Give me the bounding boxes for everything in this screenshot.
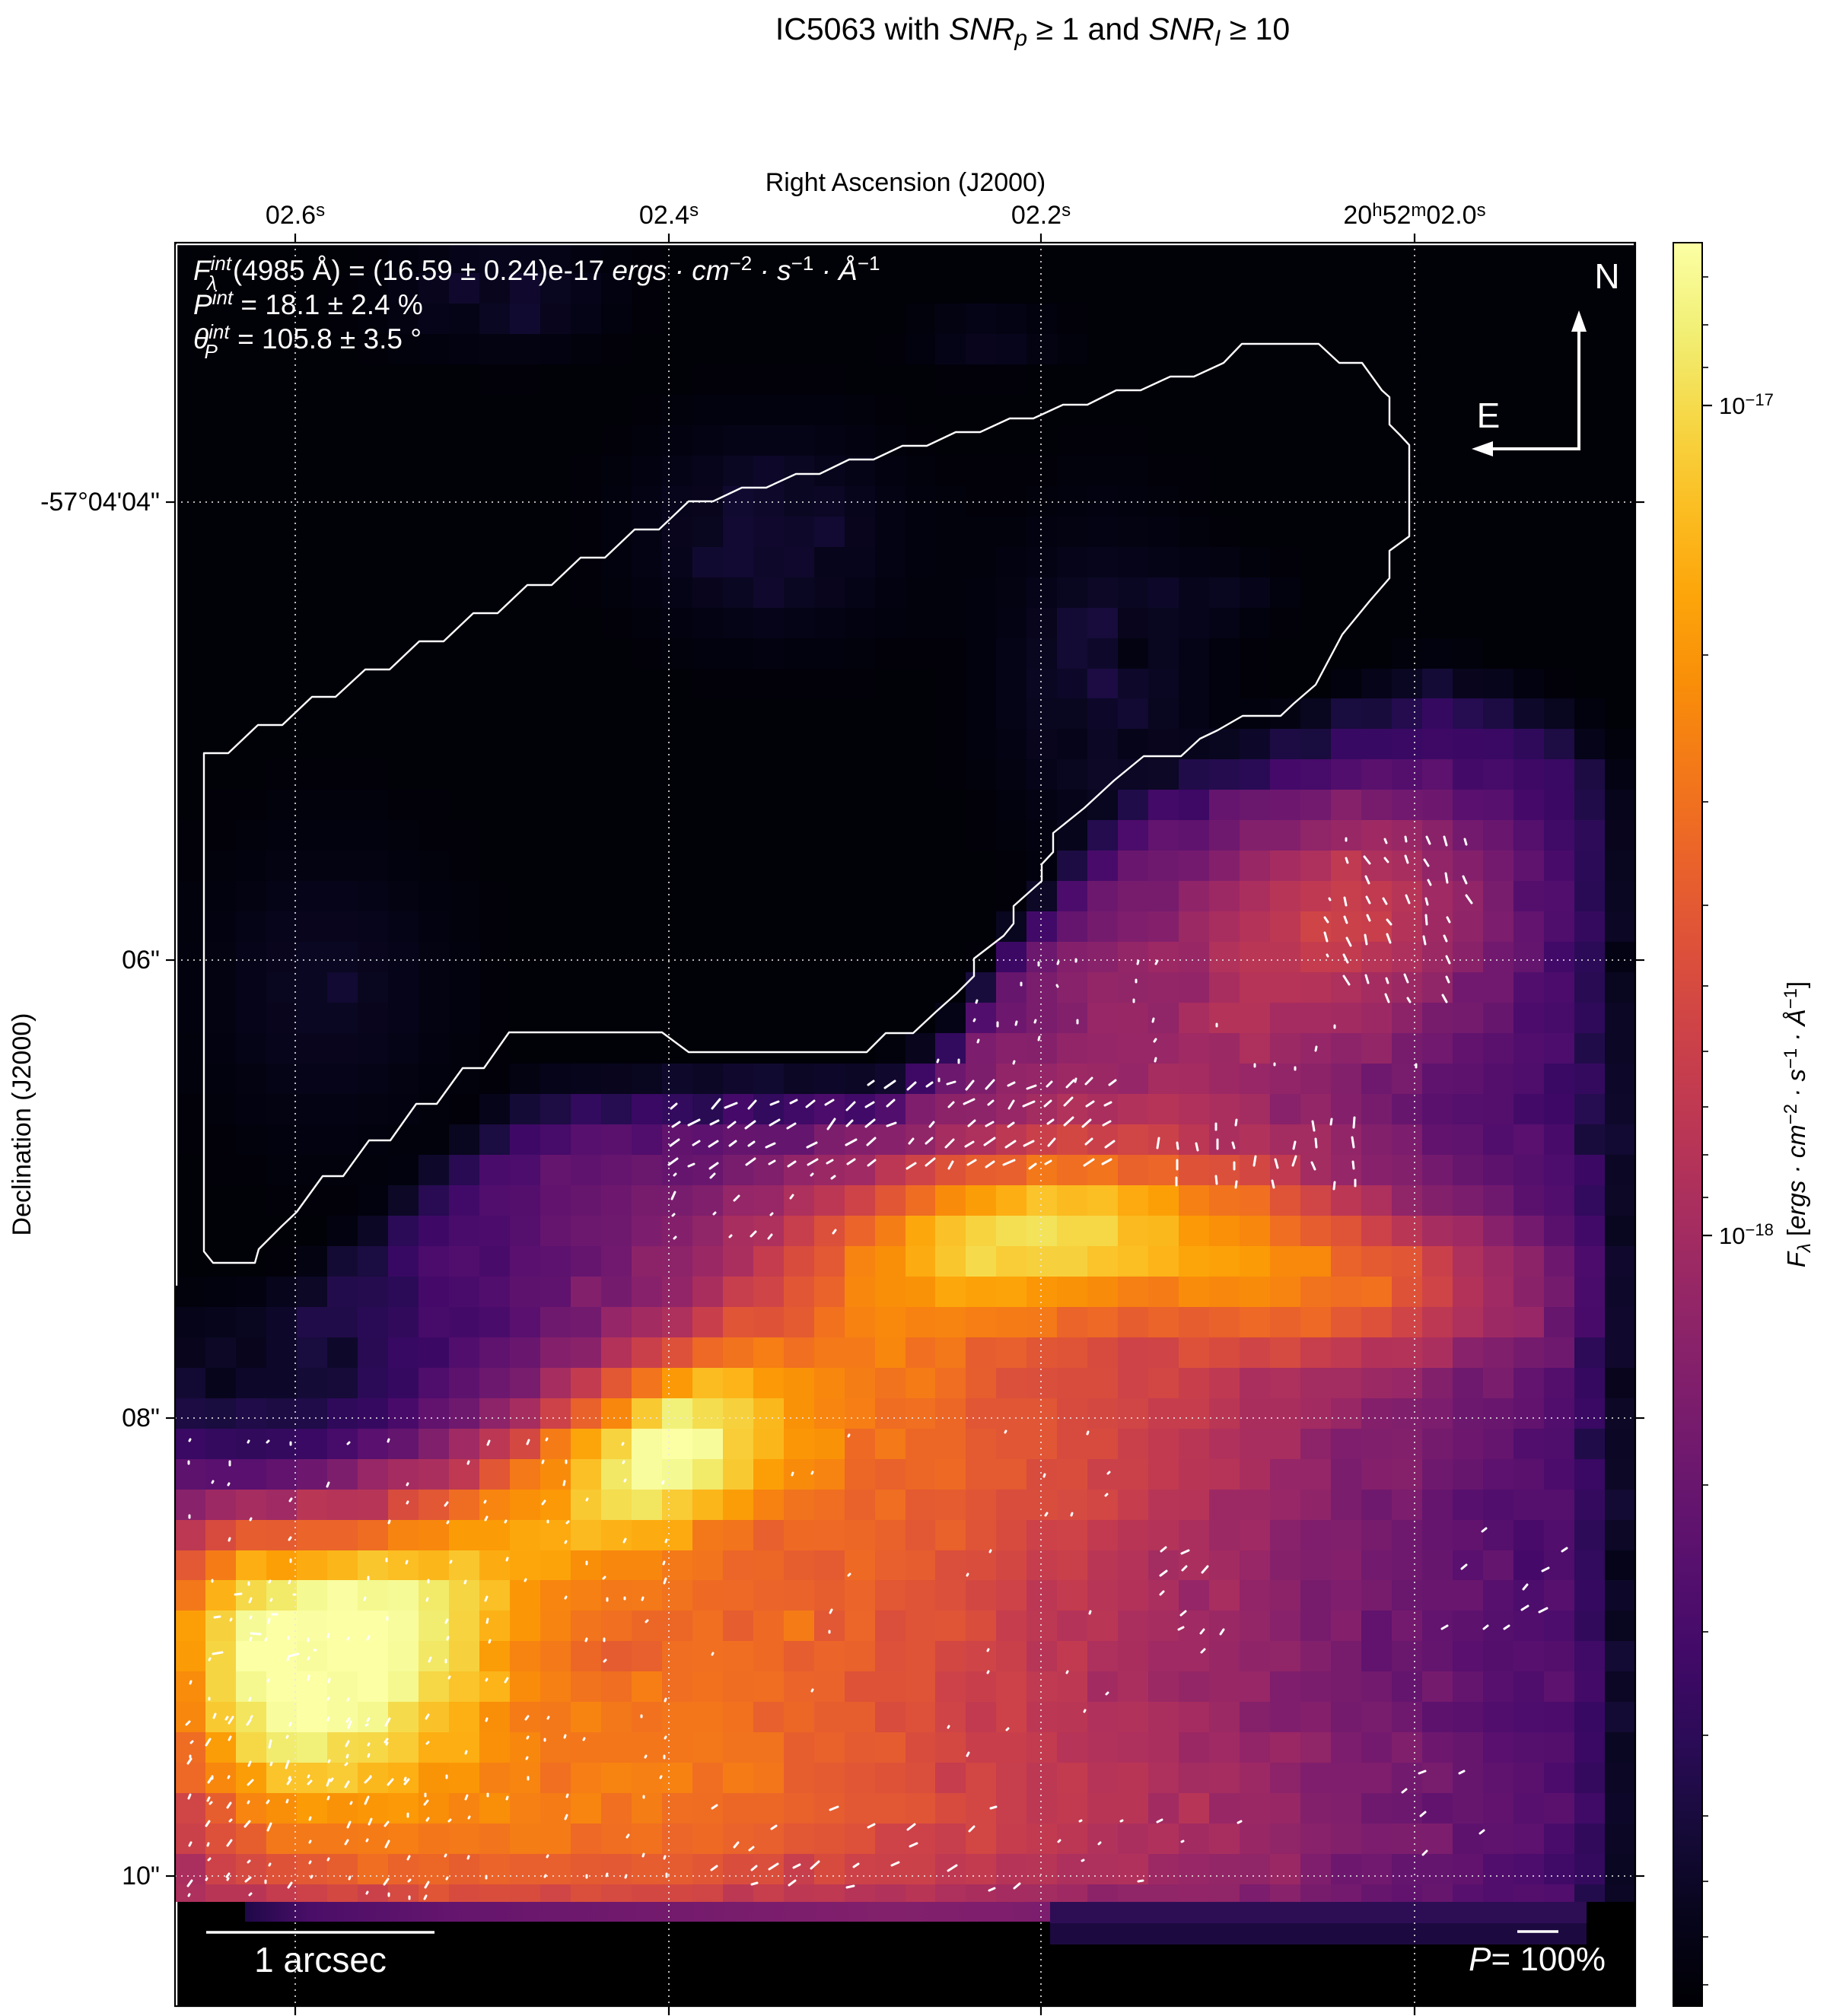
svg-text:08": 08" [122, 1404, 160, 1433]
svg-text:Right Ascension (J2000): Right Ascension (J2000) [765, 168, 1046, 197]
svg-text:IC5063 with SNRp ≥ 1 and SNRI: IC5063 with SNRp ≥ 1 and SNRI ≥ 10 [775, 11, 1290, 51]
svg-text:E: E [1477, 396, 1501, 435]
svg-text:N: N [1594, 256, 1619, 296]
svg-text:02.4s: 02.4s [639, 200, 699, 230]
svg-text:Pint = 18.1 ± 2.4 %: Pint = 18.1 ± 2.4 % [193, 286, 423, 320]
svg-text:1 arcsec: 1 arcsec [254, 1940, 387, 1979]
svg-text:10−17: 10−17 [1719, 390, 1774, 419]
svg-text:06": 06" [122, 946, 160, 975]
svg-text:Declination (J2000): Declination (J2000) [8, 1013, 37, 1236]
svg-text:02.2s: 02.2s [1011, 200, 1071, 230]
svg-text:P= 100%: P= 100% [1469, 1941, 1606, 1978]
svg-text:Fλ [ergs · cm−2 · s−1 · Å−1]: Fλ [ergs · cm−2 · s−1 · Å−1] [1781, 981, 1815, 1267]
svg-text:02.6s: 02.6s [266, 200, 325, 230]
svg-text:10": 10" [122, 1862, 160, 1890]
svg-text:-57°04'04": -57°04'04" [40, 488, 160, 517]
